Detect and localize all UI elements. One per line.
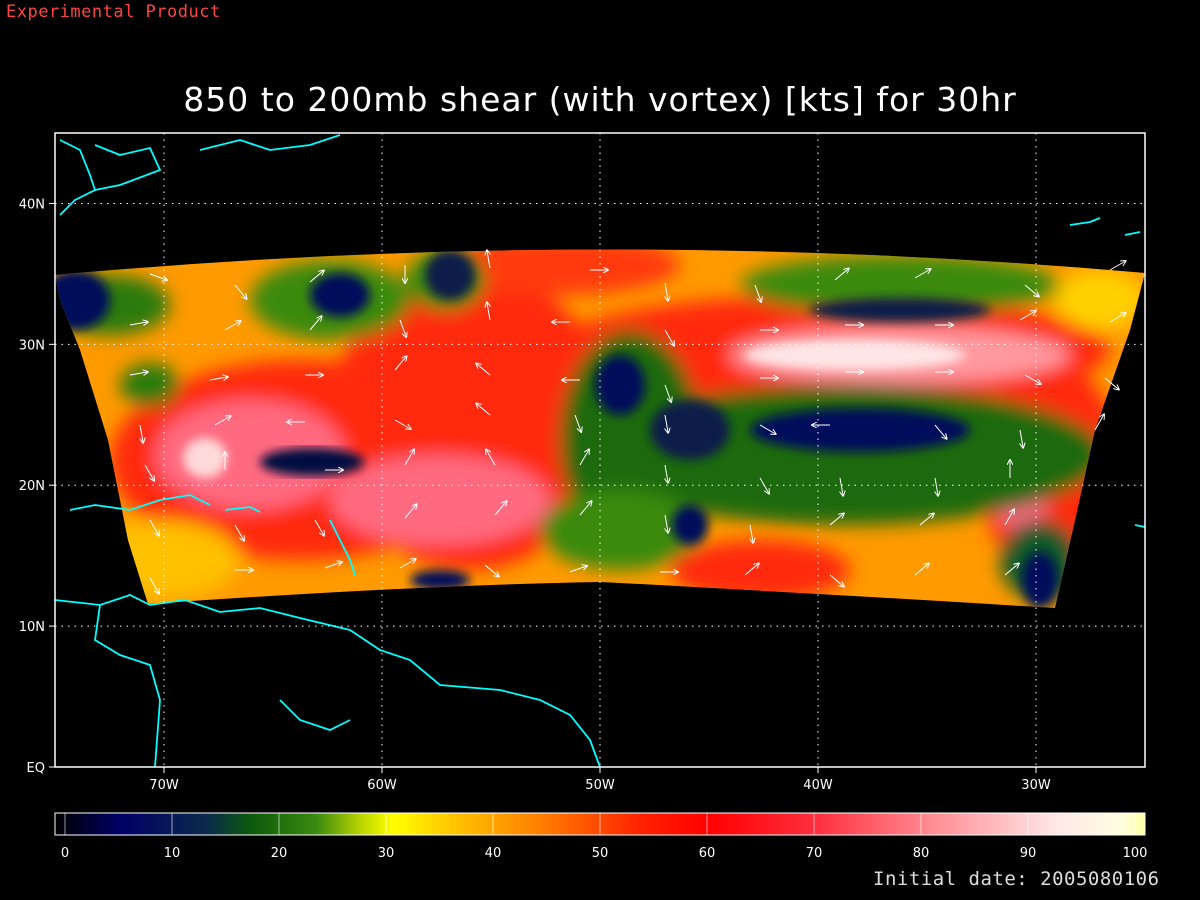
shear-arrow (1024, 284, 1039, 297)
shear-arrow (934, 424, 947, 439)
shear-arrow (234, 284, 247, 299)
shear-arrow (484, 564, 499, 577)
shear-arrow (394, 356, 407, 371)
shear-arrow (214, 416, 231, 426)
shear-arrow (759, 424, 776, 434)
colorbar-tick-label: 70 (806, 846, 823, 861)
colorbar-tick-label: 20 (271, 846, 288, 861)
shear-arrow (1004, 509, 1014, 526)
shear-arrow (144, 464, 154, 481)
lat-tick-label: 40N (19, 197, 45, 212)
shear-arrow (149, 519, 159, 536)
shear-arrow (404, 504, 417, 519)
shear-arrow (309, 316, 322, 331)
shear-arrow (665, 464, 668, 483)
shear-arrow (1094, 414, 1104, 431)
shear-arrow (476, 363, 491, 376)
shear-arrow (1019, 311, 1036, 321)
colorbar-tick-label: 90 (1020, 846, 1037, 861)
shear-arrow (1109, 261, 1126, 271)
shear-arrow (234, 524, 244, 541)
shear-arrow (224, 321, 241, 331)
initial-date-label: Initial date: (873, 868, 1029, 890)
shear-arrow (129, 322, 148, 325)
colorbar-tick-label: 10 (164, 846, 181, 861)
shear-arrow (840, 477, 843, 496)
shear-arrow (140, 424, 143, 443)
shear-arrow (476, 403, 491, 416)
shear-arrow (914, 269, 931, 279)
shear-arrow (574, 414, 581, 432)
shear-arrow (487, 250, 490, 269)
shear-arrow (579, 449, 589, 466)
shear-arrow (404, 449, 414, 466)
shear-arrow (754, 284, 761, 302)
lat-tick-label: 30N (19, 338, 45, 353)
shear-arrow (324, 562, 342, 569)
shear-arrow (664, 329, 674, 346)
experimental-banner: Experimental Product (6, 2, 221, 22)
shear-arrow (919, 513, 934, 526)
shear-field (55, 249, 1145, 608)
shear-arrow (309, 270, 324, 283)
shear-arrow (149, 273, 167, 280)
shear-arrow (834, 268, 849, 281)
shear-arrow (399, 559, 416, 569)
colorbar-tick-label: 40 (485, 846, 502, 861)
shear-arrow (149, 577, 159, 594)
shear-arrow (665, 414, 668, 433)
shear-arrow (664, 384, 671, 402)
lat-tick-label: EQ (27, 761, 45, 776)
shear-arrow (750, 524, 753, 543)
shear-arrow (209, 377, 228, 380)
lon-tick-label: 60W (367, 778, 397, 793)
shear-arrow (1020, 429, 1023, 448)
colorbar-tick-label: 50 (592, 846, 609, 861)
shear-arrow (494, 501, 507, 516)
shear-arrow (314, 519, 324, 536)
colorbar-ticks: 0 10 20 30 40 50 60 70 80 90 100 (61, 813, 1148, 861)
shear-arrow (487, 302, 490, 321)
lon-tick-label: 30W (1021, 778, 1051, 793)
colorbar-tick-label: 80 (913, 846, 930, 861)
shear-arrow (914, 563, 929, 576)
lat-tick-label: 20N (19, 479, 45, 494)
colorbar-tick-label: 30 (378, 846, 395, 861)
shear-arrow (829, 574, 844, 587)
lat-tick-label: 10N (19, 620, 45, 635)
shear-arrow (759, 477, 769, 494)
shear-vectors (129, 250, 1126, 594)
shear-arrow (744, 563, 759, 576)
shear-arrow (1109, 313, 1126, 323)
shear-arrow (399, 319, 406, 337)
shear-arrow (486, 449, 496, 466)
lon-tick-label: 70W (149, 778, 179, 793)
shear-arrow (665, 282, 668, 301)
initial-date: Initial date: 2005080106 (873, 868, 1160, 890)
lon-tick-label: 50W (585, 778, 615, 793)
initial-date-value: 2005080106 (1040, 868, 1160, 890)
shear-arrow (1024, 374, 1041, 384)
shear-arrow (665, 514, 668, 533)
colorbar-tick-label: 0 (61, 846, 69, 861)
colorbar-tick-label: 60 (699, 846, 716, 861)
shear-arrow (129, 372, 148, 375)
lon-tick-label: 40W (803, 778, 833, 793)
shear-arrow (569, 566, 587, 573)
shear-arrow (579, 501, 592, 516)
map-axes: 70W 60W 50W 40W 30W EQ 10N 20N 30N 40N (19, 197, 1051, 793)
colorbar-tick-label: 100 (1123, 846, 1148, 861)
shear-arrow (935, 477, 938, 496)
shear-arrow (1004, 563, 1019, 576)
shear-arrow (394, 419, 411, 429)
coastlines (55, 134, 1145, 767)
shear-arrow (1104, 377, 1119, 390)
map-title: 850 to 200mb shear (with vortex) [kts] f… (183, 80, 1017, 119)
shear-arrow (829, 513, 844, 526)
